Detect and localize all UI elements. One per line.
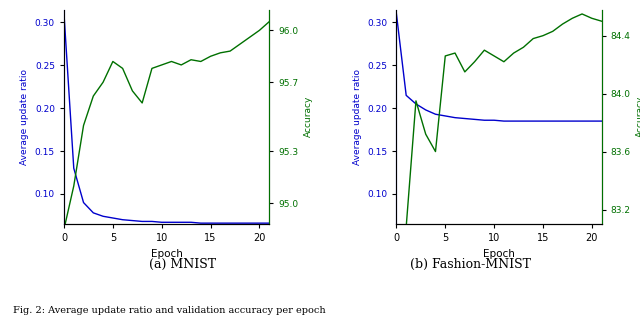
Y-axis label: Accuracy: Accuracy	[304, 96, 313, 138]
Y-axis label: Average update ratio: Average update ratio	[20, 69, 29, 165]
Text: (b) Fashion-MNIST: (b) Fashion-MNIST	[410, 258, 531, 270]
X-axis label: Epoch: Epoch	[483, 249, 515, 259]
X-axis label: Epoch: Epoch	[150, 249, 182, 259]
Text: (a) MNIST: (a) MNIST	[149, 258, 216, 270]
Y-axis label: Accuracy: Accuracy	[636, 96, 640, 138]
Text: Fig. 2: Average update ratio and validation accuracy per epoch: Fig. 2: Average update ratio and validat…	[13, 306, 325, 315]
Y-axis label: Average update ratio: Average update ratio	[353, 69, 362, 165]
